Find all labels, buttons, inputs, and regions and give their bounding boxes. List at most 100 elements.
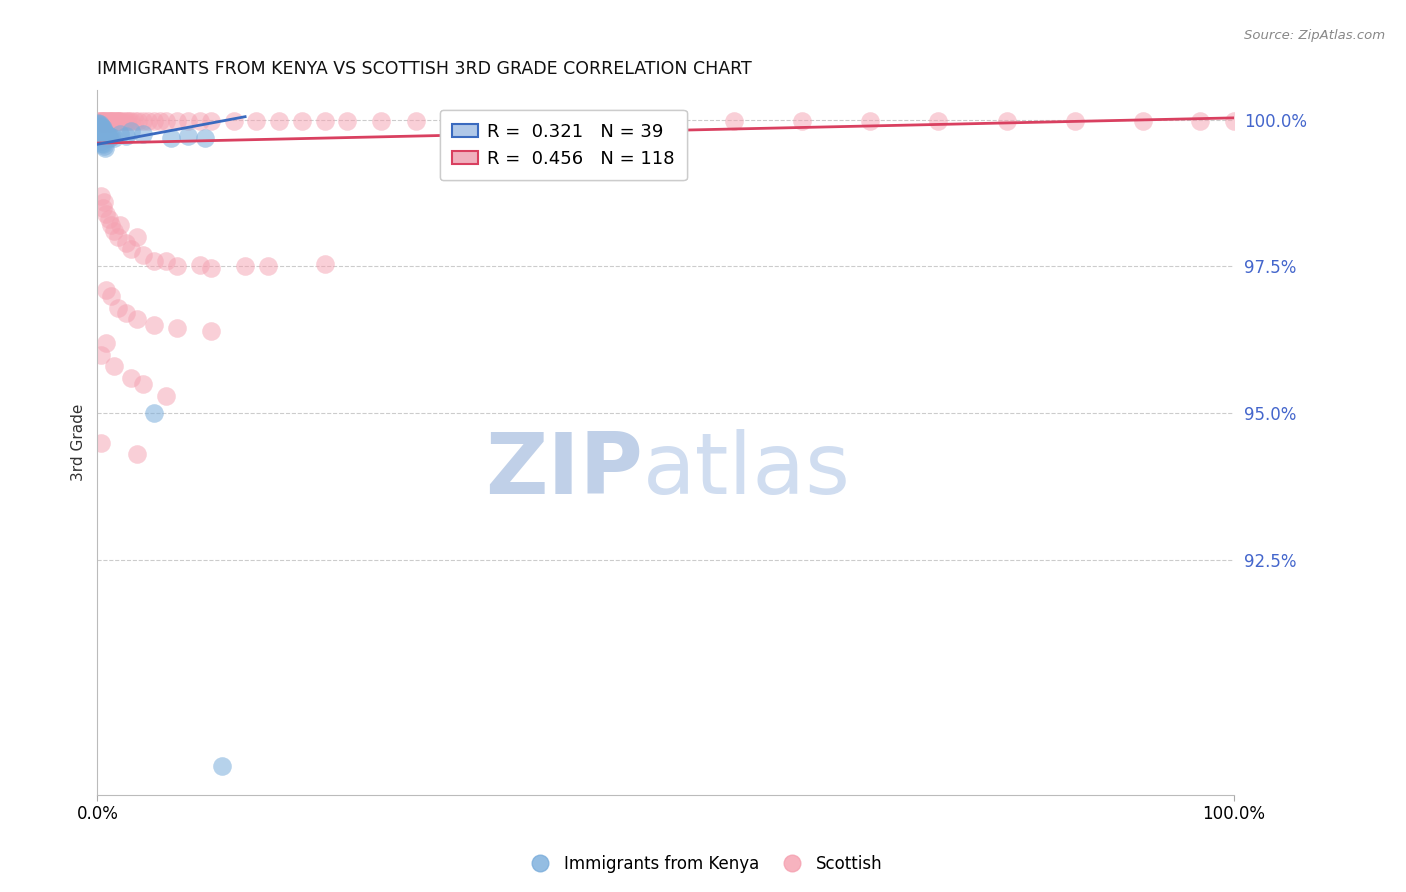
Legend: R =  0.321   N = 39, R =  0.456   N = 118: R = 0.321 N = 39, R = 0.456 N = 118	[440, 110, 688, 180]
Point	[91, 115, 114, 129]
Point	[222, 114, 245, 128]
Point	[90, 115, 112, 129]
Point	[90, 136, 112, 150]
Point	[87, 117, 110, 131]
Text: IMMIGRANTS FROM KENYA VS SCOTTISH 3RD GRADE CORRELATION CHART: IMMIGRANTS FROM KENYA VS SCOTTISH 3RD GR…	[97, 60, 752, 78]
Point	[132, 248, 155, 262]
Point	[114, 306, 136, 320]
Y-axis label: 3rd Grade: 3rd Grade	[72, 404, 86, 482]
Point	[97, 114, 120, 128]
Point	[90, 134, 112, 148]
Point	[108, 114, 131, 128]
Point	[120, 114, 142, 128]
Point	[166, 260, 188, 274]
Point	[90, 130, 112, 145]
Point	[103, 359, 125, 374]
Point	[94, 130, 117, 145]
Point	[89, 117, 111, 131]
Point	[1188, 114, 1211, 128]
Point	[108, 128, 131, 142]
Point	[98, 114, 121, 128]
Point	[211, 758, 233, 772]
Point	[90, 347, 112, 361]
Point	[120, 371, 142, 385]
Point	[143, 253, 166, 268]
Point	[245, 114, 267, 128]
Point	[91, 201, 114, 215]
Point	[103, 131, 125, 145]
Point	[97, 129, 120, 144]
Point	[87, 113, 110, 128]
Point	[101, 114, 124, 128]
Point	[927, 114, 949, 128]
Point	[143, 114, 166, 128]
Point	[314, 114, 336, 128]
Point	[405, 114, 427, 128]
Point	[91, 121, 114, 136]
Point	[97, 212, 120, 227]
Point	[188, 258, 211, 272]
Point	[132, 376, 155, 391]
Point	[127, 230, 149, 244]
Point	[90, 114, 112, 128]
Point	[120, 124, 142, 138]
Point	[115, 114, 138, 128]
Point	[90, 124, 112, 138]
Point	[166, 114, 188, 128]
Point	[103, 114, 125, 128]
Point	[107, 230, 129, 244]
Point	[995, 114, 1018, 128]
Point	[104, 114, 127, 128]
Point	[103, 114, 125, 128]
Point	[1063, 114, 1085, 128]
Point	[93, 124, 115, 138]
Point	[370, 114, 392, 128]
Point	[336, 114, 359, 128]
Point	[87, 120, 110, 134]
Point	[94, 115, 117, 129]
Point	[90, 114, 112, 128]
Point	[96, 206, 118, 220]
Point	[177, 129, 200, 144]
Point	[93, 115, 115, 129]
Point	[314, 256, 336, 270]
Point	[91, 127, 114, 141]
Point	[96, 283, 118, 297]
Point	[103, 224, 125, 238]
Point	[98, 115, 121, 129]
Point	[1132, 114, 1154, 128]
Point	[94, 126, 117, 140]
Point	[114, 129, 136, 144]
Point	[90, 119, 112, 133]
Point	[93, 194, 115, 209]
Point	[160, 131, 183, 145]
Point	[91, 114, 114, 128]
Point	[90, 129, 112, 144]
Point	[859, 114, 882, 128]
Point	[598, 114, 620, 128]
Point	[107, 114, 129, 128]
Point	[177, 114, 200, 128]
Point	[100, 130, 122, 145]
Point	[93, 139, 115, 153]
Point	[107, 301, 129, 315]
Point	[188, 114, 211, 128]
Point	[127, 447, 149, 461]
Point	[90, 435, 112, 450]
Point	[89, 114, 111, 128]
Point	[89, 123, 111, 137]
Point	[143, 318, 166, 333]
Point	[90, 115, 112, 129]
Point	[200, 324, 222, 338]
Point	[654, 114, 676, 128]
Point	[93, 114, 115, 128]
Point	[96, 335, 118, 350]
Point	[155, 389, 177, 403]
Point	[97, 115, 120, 129]
Point	[105, 114, 128, 128]
Point	[269, 114, 291, 128]
Point	[89, 120, 111, 134]
Point	[87, 115, 110, 129]
Point	[200, 114, 222, 128]
Point	[127, 312, 149, 326]
